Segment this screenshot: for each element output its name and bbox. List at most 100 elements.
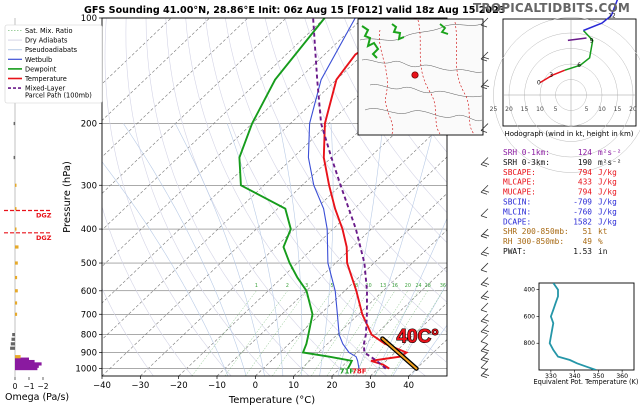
wind-barb [481,247,489,256]
hodograph-height-label: 0 [537,81,541,87]
stat-value: -760 [573,207,592,216]
skewt-ytick: 400 [81,225,97,235]
mixing-ratio-label: 1 [255,283,258,289]
heat-annotation-label: 40C° [396,327,438,348]
mixing-ratio-label: 2 [286,283,289,289]
skewt-xtick: −30 [131,381,149,391]
stat-unit: m²s⁻² [598,158,621,167]
stat-label: SBCAPE: [503,168,536,177]
wind-barb [481,344,489,353]
mixing-ratio-label: 36 [440,283,446,289]
stat-label: MLCIN: [503,207,531,216]
stat-unit: J/kg [598,198,617,207]
stat-label: SBCIN: [503,198,531,207]
theta-e-ytick: 600 [524,313,536,320]
stat-label: SRH 0-3km: [503,158,550,167]
theta-e-ytick: 800 [524,340,536,347]
skewt-ytick: 200 [81,120,97,130]
skewt-xtick: −20 [170,381,188,391]
stat-unit: J/kg [598,217,617,226]
legend-label: Pseudoadiabats [25,46,78,54]
stat-unit: in [598,247,607,256]
skewt-ytick: 700 [81,310,97,320]
omega-bar [15,184,17,187]
legend-label: Sat. Mix. Ratio [25,27,73,35]
mixing-ratio-label: 24 [415,283,421,289]
theta-e-xlabel: Equivalent Pot. Temperature (K) [534,378,639,386]
legend-label: Dewpoint [25,65,57,73]
skewt-xtick: 0 [253,381,258,391]
omega-xtick: −2 [37,382,48,391]
stat-label: MLCAPE: [503,178,536,187]
theta-e-ytick: 400 [524,287,536,294]
hodograph-axis-label: 5 [554,106,558,113]
stat-label: DCAPE: [503,217,531,226]
legend-label: Wetbulb [25,56,52,64]
stat-unit: J/kg [598,207,617,216]
surface-temperature-label: 78F [352,368,367,376]
omega-xtick: −1 [23,382,34,391]
wind-barb [481,369,489,378]
omega-bar [15,289,18,292]
hodograph-axis-label: 25 [490,106,498,113]
stat-unit: J/kg [598,168,617,177]
stat-unit: % [598,237,603,246]
skewt-xtick: 20 [327,381,338,391]
mixing-ratio-label: 16 [392,283,398,289]
mixing-ratio-label: 20 [405,283,411,289]
wind-barb [481,335,488,344]
omega-bar [15,313,17,316]
skewt-xlabel: Temperature (°C) [228,395,315,406]
omega-bar [15,301,17,304]
stat-value: 51 [583,227,593,236]
stat-value: 124 [578,148,592,157]
omega-xtick: 0 [13,382,18,391]
hodograph-height-label: 9 [590,38,594,44]
skewt-legend: Sat. Mix. Ratio Dry AdiabatsPseudoadiabat… [5,25,102,103]
stat-row: SBCAPE: 794 J/kg [503,168,617,177]
skewt-ytick: 600 [81,287,97,297]
stat-row: MLCIN: -760 J/kg [503,207,617,216]
omega-bar [14,122,16,125]
stat-value: 49 [583,237,593,246]
skewt-xtick: 10 [288,381,299,391]
hodograph-axis-label: 10 [536,106,544,113]
stat-label: SRH 0-1km: [503,148,550,157]
hodograph-height-label: 3 [549,73,553,79]
stat-row: RH 300-850mb:49% [503,237,603,246]
omega-bar [15,261,18,264]
inset-map [358,19,483,135]
wind-barb [481,325,489,334]
stat-value: -709 [573,198,592,207]
mixing-ratio-label: 28 [425,283,431,289]
legend-label: Temperature [24,75,67,83]
stat-unit: kt [598,227,607,236]
wind-barb [481,229,489,238]
wind-barb [481,209,488,218]
hodograph-caption: Hodograph (wind in kt, height in km) [504,130,633,138]
wind-barb [481,158,489,167]
skewt-xtick: 40 [403,381,414,391]
skewt-ytick: 500 [81,259,97,269]
hodograph-axis-label: 10 [598,106,606,113]
omega-bar [15,276,17,279]
omega-bar [15,207,17,210]
location-marker [412,72,418,78]
dgz-label: DGZ [36,234,52,242]
omega-bar [12,333,15,336]
skewt-ytick: 800 [81,331,97,341]
stat-label: SHR 200-850mb: [503,227,569,236]
stat-unit: m²s⁻² [598,148,621,157]
stat-value: 1582 [573,217,592,226]
stat-value: 794 [578,168,592,177]
hodograph-axis-label: 20 [505,106,513,113]
stat-row: SHR 200-850mb: 51 kt [503,227,607,236]
mixing-ratio-label: 13 [380,283,386,289]
wind-barb [481,361,488,370]
legend-label: Dry Adiabats [25,37,68,45]
